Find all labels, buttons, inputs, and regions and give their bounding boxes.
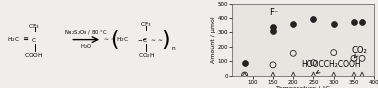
Point xyxy=(310,74,316,76)
Text: $\mathregular{-}$: $\mathregular{-}$ xyxy=(137,37,144,42)
Text: F⁻: F⁻ xyxy=(269,8,278,17)
Text: $\mathregular{CF_3}$: $\mathregular{CF_3}$ xyxy=(28,22,40,31)
Text: $\mathregular{COOH}$: $\mathregular{COOH}$ xyxy=(25,51,43,59)
Point xyxy=(290,23,296,24)
Point xyxy=(351,58,357,59)
Point xyxy=(270,64,276,66)
Text: (: ( xyxy=(110,30,119,50)
Text: CO₂: CO₂ xyxy=(352,46,368,58)
Text: $\mathregular{H_2C}$: $\mathregular{H_2C}$ xyxy=(7,35,20,44)
Point xyxy=(310,62,316,63)
Text: $\mathregular{n}$: $\mathregular{n}$ xyxy=(171,45,177,52)
Point xyxy=(242,74,248,76)
Point xyxy=(351,22,357,23)
Text: $\mathregular{\sim\sim H_2C}$: $\mathregular{\sim\sim H_2C}$ xyxy=(102,35,130,44)
Point xyxy=(270,30,276,32)
Point xyxy=(359,22,365,23)
Text: $\mathregular{C}$: $\mathregular{C}$ xyxy=(31,36,36,44)
Point xyxy=(270,74,276,76)
Point xyxy=(331,74,337,76)
Point xyxy=(242,74,248,76)
Y-axis label: Amount / μmol: Amount / μmol xyxy=(211,16,217,63)
X-axis label: Temperature / °C: Temperature / °C xyxy=(276,86,330,88)
Point xyxy=(331,23,337,24)
Text: $\mathregular{C}$: $\mathregular{C}$ xyxy=(142,36,147,44)
Text: $\mathregular{CO_2H}$: $\mathregular{CO_2H}$ xyxy=(138,51,155,60)
Text: $\mathregular{Na_2S_2O_8}$ / 80 °C: $\mathregular{Na_2S_2O_8}$ / 80 °C xyxy=(64,28,108,37)
Text: $\mathregular{\sim\sim}$: $\mathregular{\sim\sim}$ xyxy=(149,37,163,42)
Point xyxy=(359,58,365,59)
Point xyxy=(351,74,357,76)
Text: $\mathregular{H_2O}$: $\mathregular{H_2O}$ xyxy=(80,42,92,51)
Point xyxy=(270,26,276,27)
Text: ): ) xyxy=(161,30,170,50)
Point xyxy=(242,62,248,63)
Text: $\mathregular{CF_3}$: $\mathregular{CF_3}$ xyxy=(140,20,152,29)
Point xyxy=(359,74,365,76)
Point xyxy=(290,74,296,76)
Point xyxy=(310,19,316,20)
Text: HOOCCH₂COOH: HOOCCH₂COOH xyxy=(301,60,361,73)
Point xyxy=(331,52,337,53)
Point xyxy=(290,53,296,54)
